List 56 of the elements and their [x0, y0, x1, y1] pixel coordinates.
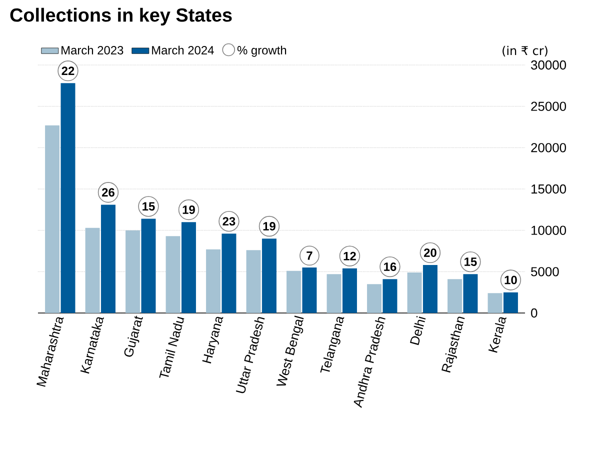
y-tick-label: 30000 — [531, 60, 566, 70]
annotation: 7 — [306, 252, 312, 260]
bar — [262, 238, 276, 313]
y-tick-label: 20000 — [531, 143, 566, 152]
bar — [45, 125, 60, 313]
x-tick-label: Delhi — [410, 316, 426, 346]
annotation: 22 — [62, 66, 74, 76]
y-tick-label: 5000 — [531, 267, 559, 276]
chart-title: Collections in key States — [10, 8, 232, 26]
x-tick-label: Uttar Pradesh — [236, 317, 265, 394]
bar — [85, 228, 100, 313]
text: % growth — [237, 46, 286, 57]
bar — [448, 279, 462, 313]
bar — [422, 265, 438, 313]
x-tick-label: Gujarat — [124, 316, 143, 357]
annotation: 15 — [464, 258, 477, 266]
annotation: 23 — [222, 217, 236, 226]
bar — [367, 284, 382, 313]
y-tick-label: 15000 — [532, 184, 566, 194]
annotation: 16 — [384, 262, 396, 271]
y-axis-title: (in ₹ cr) — [502, 46, 548, 57]
annotation: 12 — [344, 252, 356, 260]
bar — [463, 274, 478, 313]
annotation: 19 — [263, 222, 276, 230]
y-tick-label: 25000 — [531, 102, 566, 111]
x-tick-label: West Bengal — [276, 316, 304, 386]
legend-label: March 2023 — [62, 46, 124, 54]
bar — [100, 204, 116, 313]
annotation: 20 — [424, 248, 436, 257]
bar — [126, 230, 140, 313]
bar — [222, 234, 236, 313]
x-tick-label: Haryana — [202, 316, 224, 364]
x-tick-label: Kerala — [488, 317, 506, 353]
bar — [181, 222, 196, 313]
bar — [326, 274, 342, 313]
bar — [302, 268, 317, 313]
annotation: 10 — [504, 276, 517, 284]
x-tick-label: Andhra Pradesh — [354, 317, 386, 408]
bar — [166, 236, 180, 313]
bar — [60, 83, 76, 313]
legend-label: March 2024 — [152, 46, 214, 54]
bar — [286, 270, 302, 313]
bar — [246, 250, 261, 313]
bar — [407, 272, 422, 313]
x-tick-label: Tamil Nadu — [159, 316, 184, 378]
annotation: 19 — [182, 206, 195, 214]
bar — [141, 218, 156, 313]
bar — [503, 292, 518, 313]
bar — [342, 268, 357, 313]
y-tick-label: 0 — [531, 308, 538, 318]
annotation: 26 — [102, 188, 114, 197]
bar — [382, 279, 398, 313]
y-tick-label: 10000 — [532, 226, 566, 235]
bar — [206, 249, 221, 313]
bar — [488, 293, 502, 313]
annotation: 15 — [142, 202, 155, 211]
